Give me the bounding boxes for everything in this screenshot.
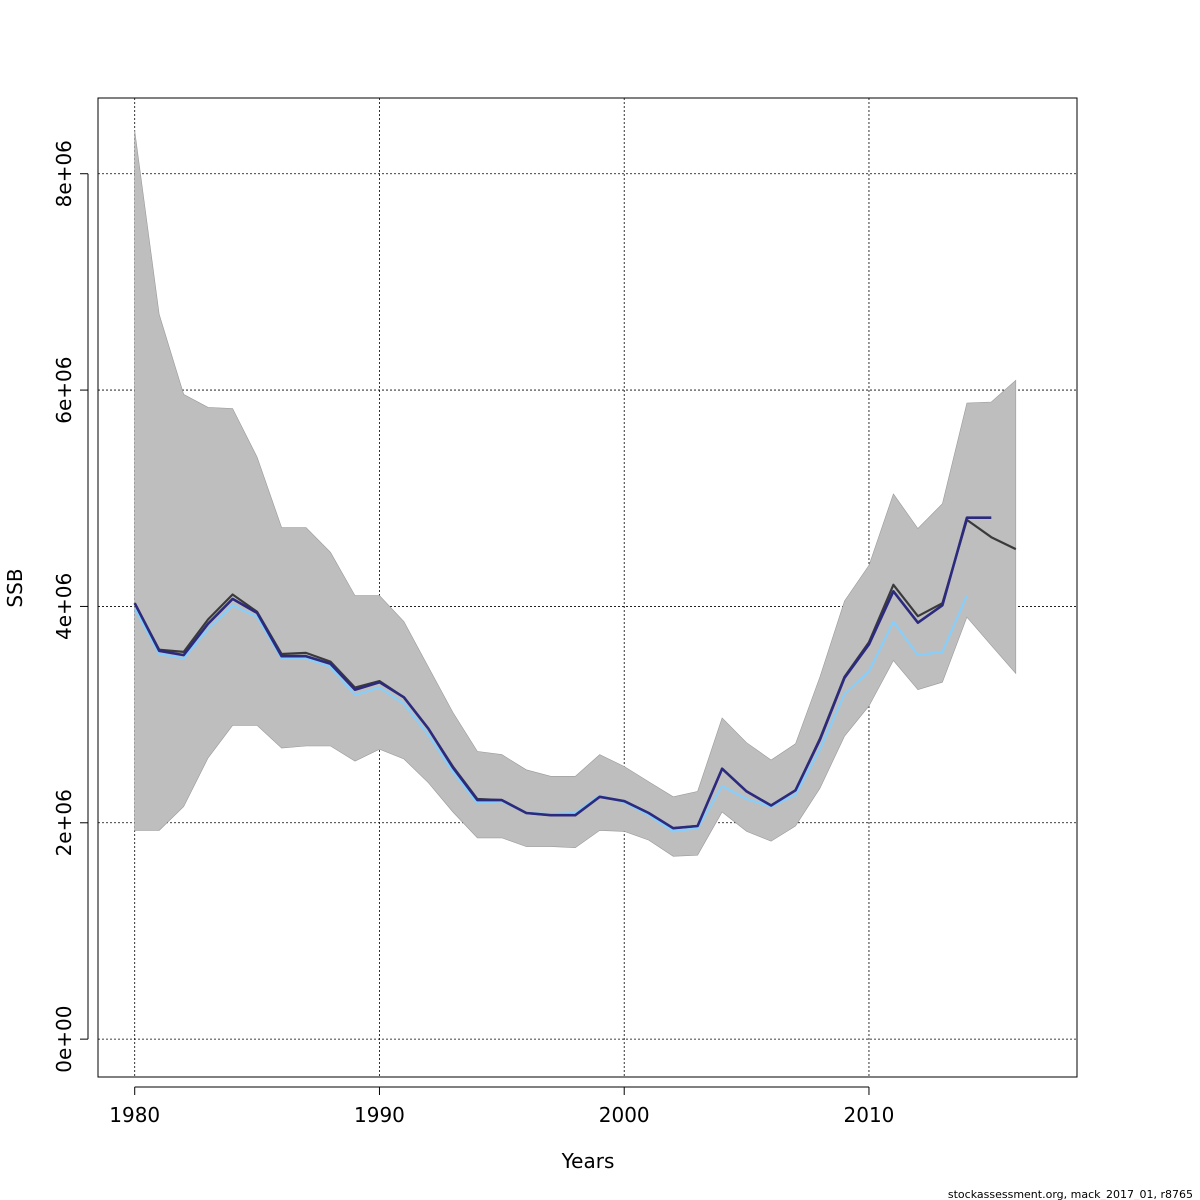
y-tick-label-1: 2e+06	[52, 789, 76, 856]
footer-credit: stockassessment.org, mack_2017_01, r8765	[948, 1188, 1193, 1200]
y-tick-label-4: 8e+06	[52, 140, 76, 207]
y-tick-label-2: 4e+06	[52, 573, 76, 640]
x-tick-label-2010: 2010	[844, 1103, 895, 1127]
confidence-band-group	[134, 130, 1017, 857]
y-tick-label-0: 0e+00	[52, 1005, 76, 1072]
x-axis-title: Years	[561, 1149, 615, 1173]
x-tick-label-2000: 2000	[599, 1103, 650, 1127]
y-tick-label-3: 6e+06	[52, 356, 76, 423]
x-tick-label-1990: 1990	[354, 1103, 405, 1127]
axes: 1980 1990 2000 2010 0e+00 2e+06 4e+06 6e+06 8e+0…	[52, 140, 894, 1127]
x-tick-label-1980: 1980	[109, 1103, 160, 1127]
plot-frame	[97, 97, 1078, 1078]
series-lines-group	[133, 516, 1017, 833]
series-line-3	[133, 516, 992, 830]
confidence-band	[134, 130, 1017, 857]
y-axis-title: SSB	[3, 568, 27, 607]
